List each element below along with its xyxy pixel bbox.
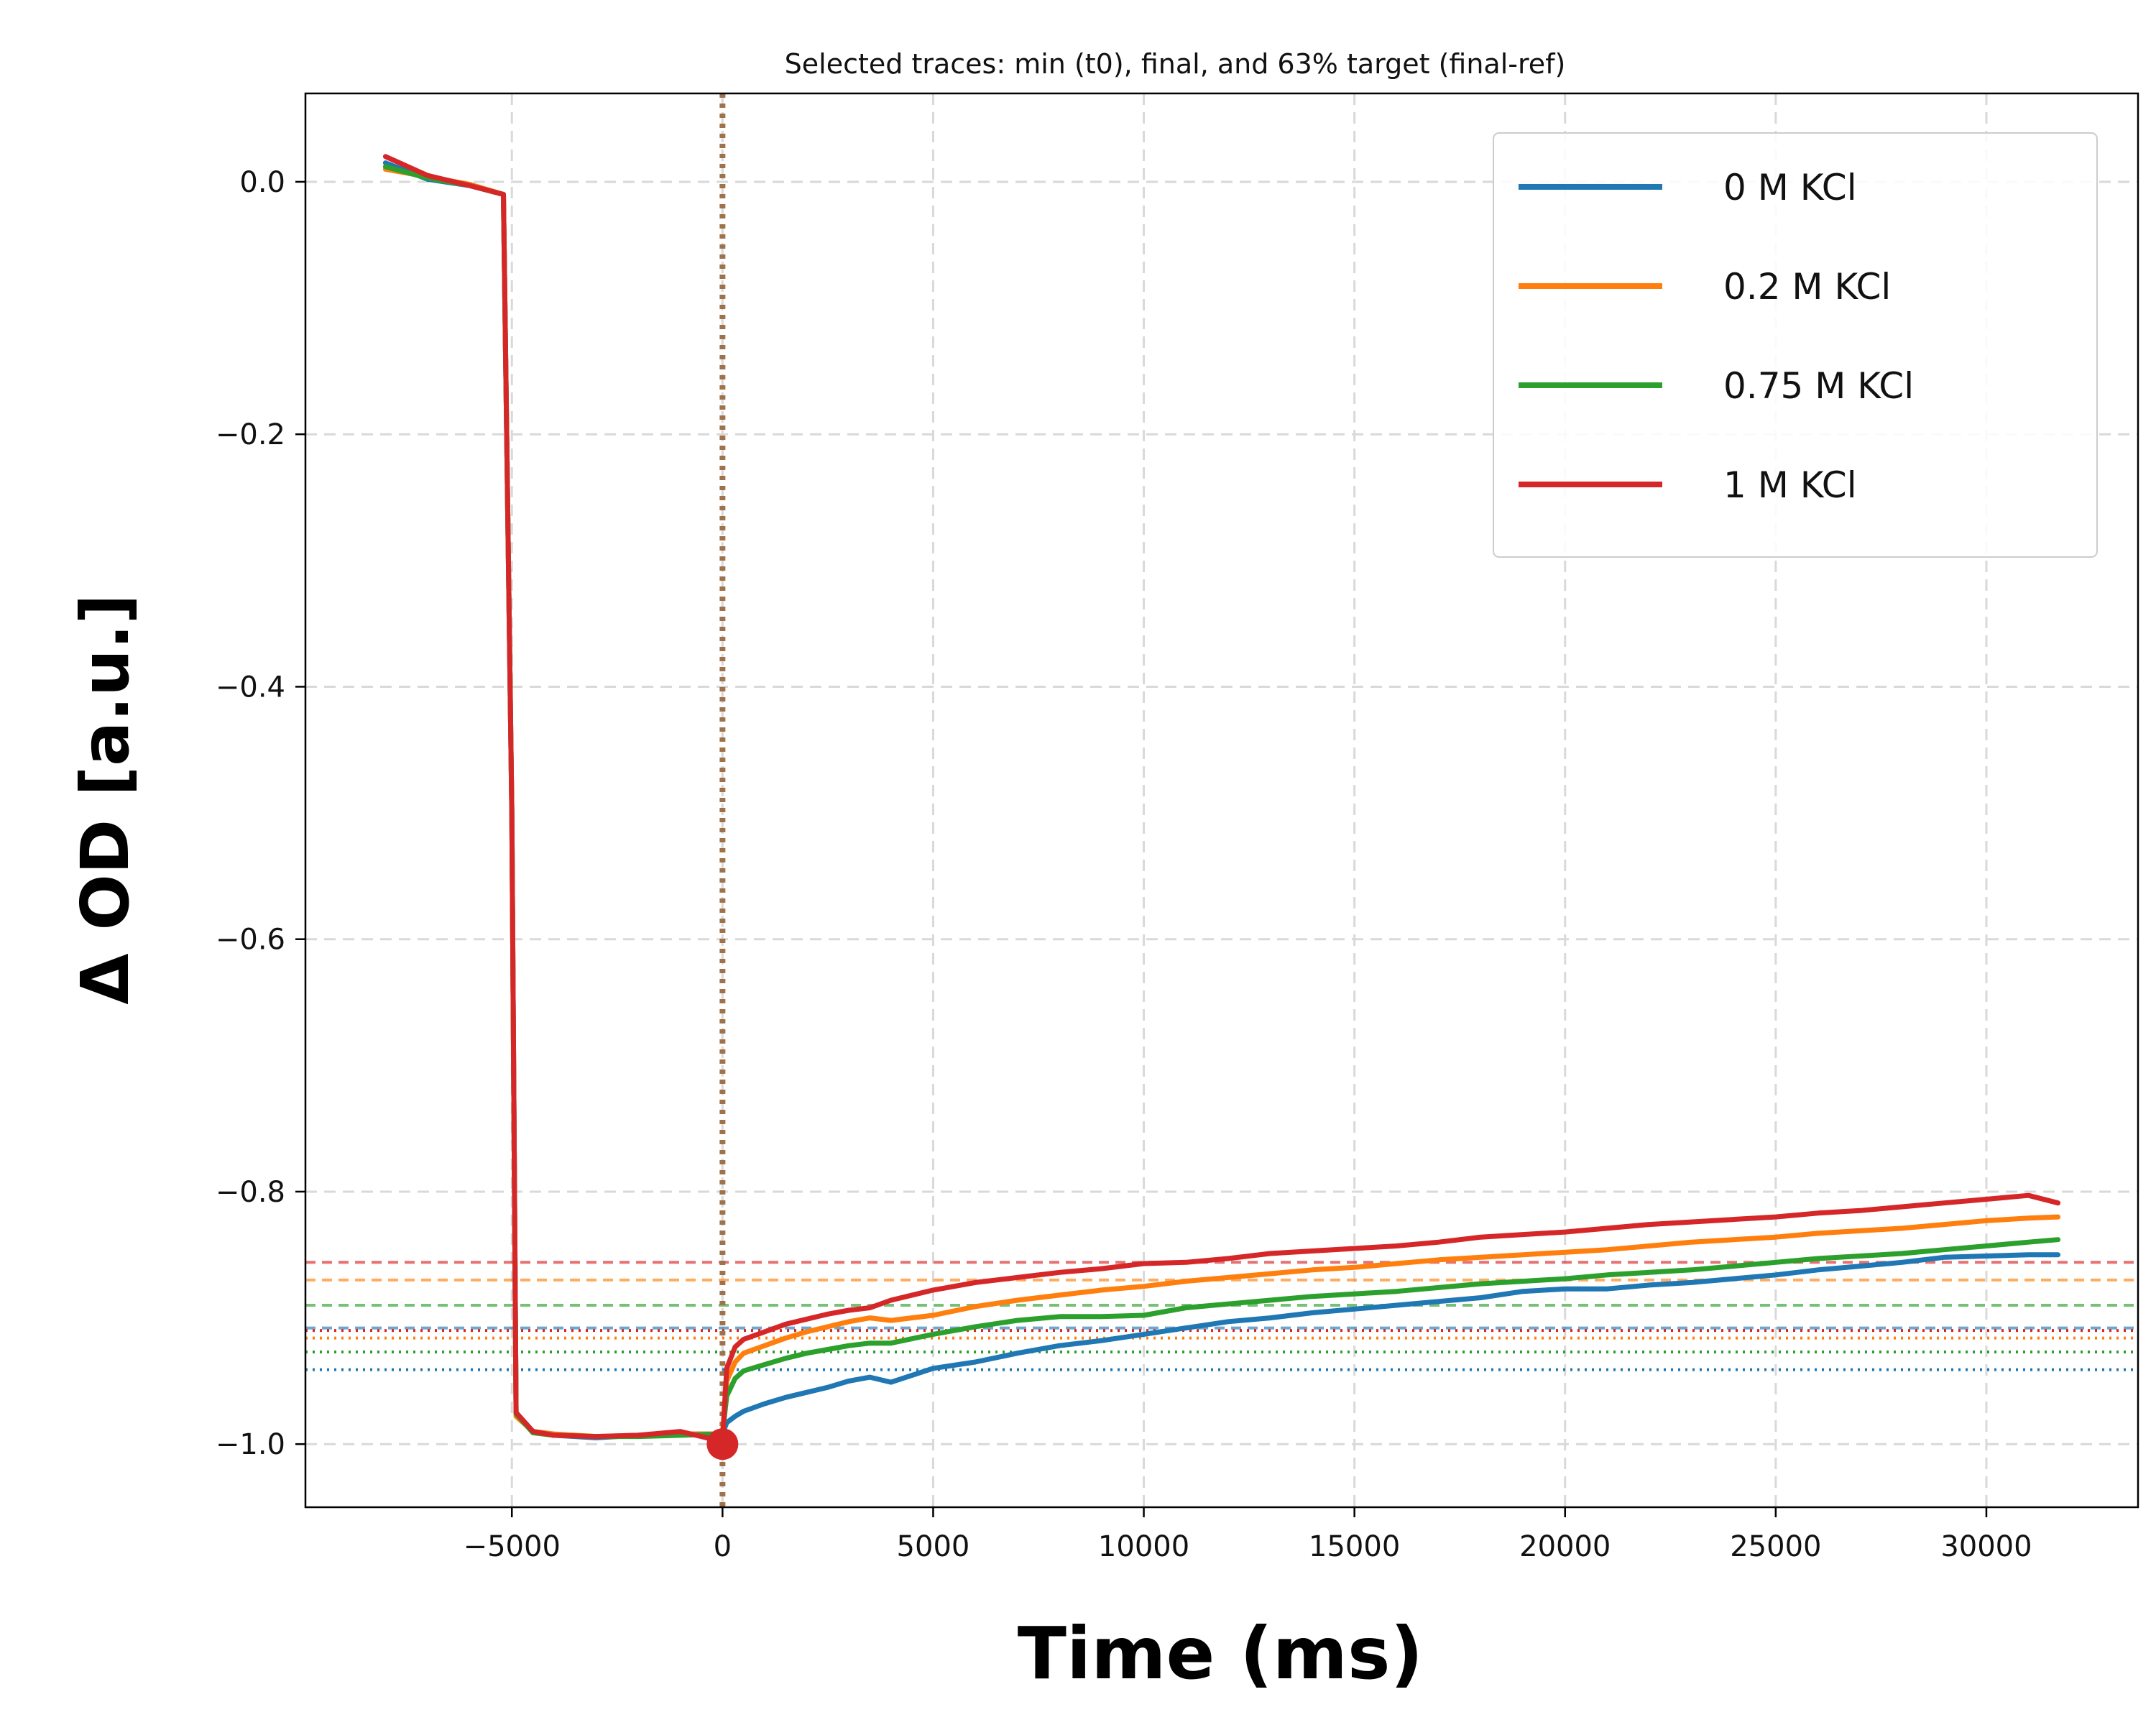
- markers: [706, 1428, 739, 1460]
- y-tick-label: −0.4: [216, 671, 285, 704]
- t0-marker: [706, 1428, 739, 1460]
- legend-label: 0 M KCl: [1723, 167, 1857, 208]
- series-line: [382, 154, 2061, 1445]
- legend-box: [1493, 132, 2098, 558]
- chart-title: Selected traces: min (t0), final, and 63…: [785, 48, 1566, 80]
- legend: 0 M KCl 0.2 M KCl 0.75 M KCl 1 M KCl: [1493, 132, 2098, 558]
- plot-frame: [304, 92, 2139, 1509]
- legend-label: 0.2 M KCl: [1723, 266, 1891, 308]
- y-ticks: 0.0 −0.2 −0.4 −0.6 −0.8 −1.0: [216, 166, 305, 1461]
- x-tick-label: 5000: [897, 1530, 970, 1563]
- y-axis-label: Δ OD [a.u.]: [67, 594, 144, 1004]
- legend-label: 0.75 M KCl: [1723, 365, 1914, 407]
- y-tick-label: −1.0: [216, 1428, 285, 1461]
- y-tick-label: −0.2: [216, 418, 285, 451]
- x-axis-label: Time (ms): [1018, 1611, 1423, 1696]
- x-tick-label: 25000: [1730, 1530, 1821, 1563]
- legend-label: 1 M KCl: [1723, 464, 1857, 506]
- x-tick-label: 15000: [1309, 1530, 1400, 1563]
- y-tick-label: −0.6: [216, 924, 285, 957]
- y-tick-label: −0.8: [216, 1176, 285, 1209]
- x-ticks: −5000 0 5000 10000 15000 20000 25000 30000: [464, 1507, 2032, 1563]
- grid: [305, 93, 2138, 1507]
- y-tick-label: 0.0: [239, 166, 285, 199]
- x-tick-label: 20000: [1519, 1530, 1611, 1563]
- x-tick-label: 10000: [1098, 1530, 1189, 1563]
- x-tick-label: −5000: [464, 1530, 561, 1563]
- x-tick-label: 30000: [1940, 1530, 2032, 1563]
- series-lines: [382, 154, 2061, 1445]
- x-tick-label: 0: [714, 1530, 732, 1563]
